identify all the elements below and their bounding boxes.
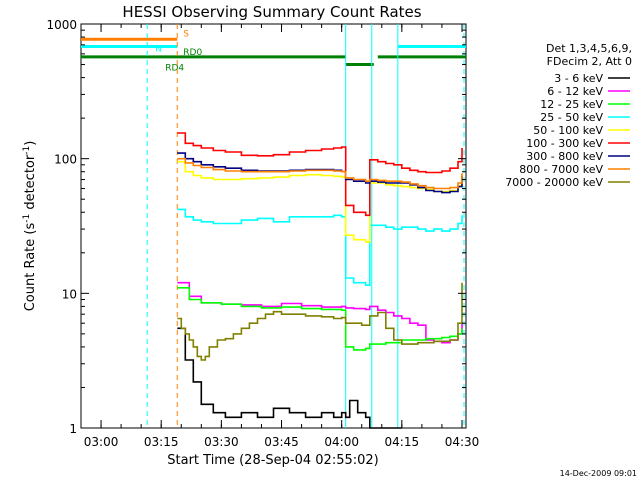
legend-label: 300 - 800 keV [526, 150, 603, 163]
plot-frame [80, 23, 467, 429]
legend-header: FDecim 2, Att 0 [547, 55, 632, 68]
x-tick-label: 04:30 [445, 435, 480, 449]
legend: Det 1,3,4,5,6,9,FDecim 2, Att 0 3 - 6 keV… [505, 42, 632, 189]
legend-label: 50 - 100 keV [533, 124, 603, 137]
y-axis-label-sup2: -1 [22, 146, 32, 155]
series-line-1 [177, 281, 463, 344]
y-tick-label: 1000 [46, 18, 77, 32]
flag-label-s: S [183, 29, 189, 39]
y-tick-label: 1 [69, 422, 77, 436]
legend-label: 800 - 7000 keV [519, 163, 603, 176]
x-tick-label: 03:00 [84, 435, 119, 449]
legend-header: Det 1,3,4,5,6,9, [546, 42, 632, 55]
legend-label: 12 - 25 keV [540, 98, 603, 111]
flag-label-n: N [155, 45, 162, 55]
series-line-3 [177, 208, 463, 286]
legend-label: 7000 - 20000 keV [505, 176, 603, 189]
y-axis-label-main: Count Rate (s [23, 223, 38, 312]
data-series [177, 132, 463, 429]
legend-label: 25 - 50 keV [540, 111, 603, 124]
x-axis-ticks: 03:00 03:15 03:30 03:45 04:00 04:15 04:30 [80, 24, 480, 449]
flag-label-rd4: RD4 [165, 64, 184, 74]
y-axis-ticks: 1 10 100 1000 [46, 18, 466, 436]
x-tick-label: 03:30 [204, 435, 239, 449]
x-tick-label: 03:15 [144, 435, 179, 449]
series-line-7 [177, 157, 463, 190]
series-line-2 [177, 287, 463, 351]
x-axis-label: Start Time (28-Sep-04 02:55:02) [167, 453, 378, 468]
series-line-4 [177, 160, 463, 243]
flag-label-rd0: RD0 [183, 48, 202, 58]
series-line-6 [177, 152, 463, 194]
legend-label: 3 - 6 keV [554, 72, 603, 85]
x-tick-label: 03:45 [264, 435, 299, 449]
legend-label: 100 - 300 keV [526, 137, 603, 150]
series-line-0 [177, 327, 402, 429]
series-line-5 [177, 132, 463, 217]
y-axis-label-end: ) [23, 141, 38, 146]
footer-date: 14-Dec-2009 09:01 [560, 469, 637, 478]
x-tick-label: 04:00 [324, 435, 359, 449]
chart-title: HESSI Observing Summary Count Rates [122, 3, 421, 21]
series-line-8 [177, 282, 463, 361]
y-axis-label-mid: detector [23, 154, 38, 214]
y-tick-label: 10 [62, 287, 77, 301]
flag-bars: S N RD0 RD4 [81, 29, 466, 74]
legend-label: 6 - 12 keV [547, 85, 603, 98]
y-axis-label-sup1: -1 [22, 214, 32, 223]
y-tick-label: 100 [54, 153, 77, 167]
y-axis-label: Count Rate (s-1 detector-1) [22, 141, 38, 312]
x-tick-label: 04:15 [385, 435, 420, 449]
time-markers [146, 24, 465, 428]
